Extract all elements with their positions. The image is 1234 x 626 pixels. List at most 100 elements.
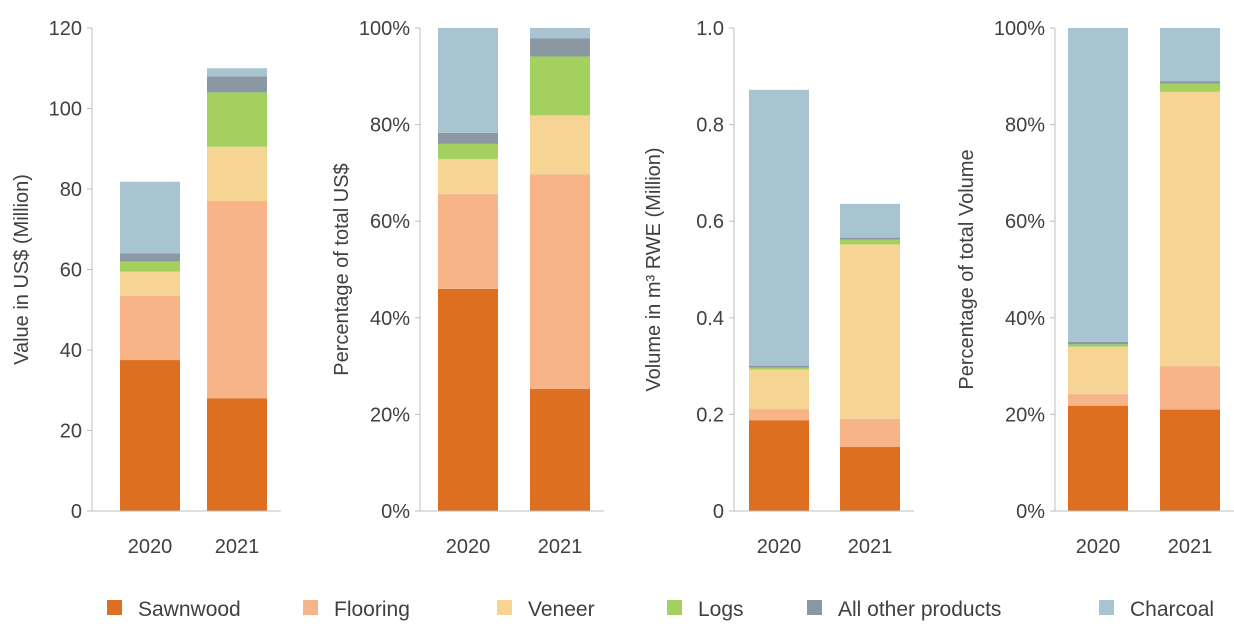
bar-segment-charcoal-2020 [749,89,809,366]
bar-segment-all-other-products-2021 [1160,81,1220,84]
bar-segment-all-other-products-2020 [438,132,498,144]
x-tick-label: 2020 [1076,536,1121,558]
legend-item-flooring: Flooring [303,598,410,621]
chart-panel-2: 0% 20% 40% 60% 80% 100% Percentage of total US… [331,18,604,558]
bar-segment-veneer-2020 [120,271,180,296]
bar-segment-veneer-2021 [207,146,267,202]
legend-label: Veneer [528,598,595,621]
legend-label: Flooring [334,598,410,621]
y-tick-label: 20% [370,404,410,426]
x-tick-label: 2020 [757,536,802,558]
bar-segment-flooring-2021 [1160,366,1220,410]
bar-segment-charcoal-2020 [1068,28,1128,342]
bar-segment-veneer-2020 [438,158,498,195]
bar-segment-logs-2020 [1068,344,1128,347]
y-axis-label: Percentage of total US$ [331,163,353,375]
y-tick-label: 100 [49,99,82,121]
chart-panel-1: 0 20 40 60 80 100 120 Value in US$ (Million) 202… [11,18,281,558]
bar-segment-veneer-2021 [530,115,590,175]
bar-segment-all-other-products-2020 [120,253,180,262]
bar-segment-logs-2021 [1160,83,1220,92]
y-tick-label: 60% [370,211,410,233]
legend-label: Charcoal [1130,598,1214,621]
bar-segment-sawnwood-2020 [1068,405,1128,511]
y-tick-label: 1.0 [696,18,724,40]
y-tick-label: 0% [1016,501,1045,523]
y-tick-label: 40% [1005,308,1045,330]
y-tick-label: 20% [1005,404,1045,426]
chart-panel-3: 0 0.2 0.4 0.6 0.8 1.0 Volume in m³ RWE (Millio… [643,18,914,558]
x-tick-label: 2021 [1168,536,1213,558]
bar-segment-sawnwood-2021 [840,446,900,511]
legend-swatch [1099,600,1114,615]
bar-segment-charcoal-2021 [840,203,900,238]
legend-swatch [667,600,682,615]
y-tick-label: 120 [49,18,82,40]
x-tick-label: 2020 [128,536,173,558]
bar-segment-logs-2021 [530,56,590,116]
bar-segment-logs-2021 [840,239,900,245]
bar-segment-flooring-2021 [840,418,900,447]
legend-swatch [303,600,318,615]
bar-segment-logs-2020 [749,367,809,370]
y-tick-label: 80% [370,115,410,137]
y-tick-label: 0.2 [696,404,724,426]
bar-segment-sawnwood-2021 [530,388,590,511]
x-tick-label: 2020 [446,536,491,558]
legend-item-all-other-products: All other products [807,598,1001,621]
chart-panel-4: 0% 20% 40% 60% 80% 100% Percentage of total Vo… [956,18,1234,558]
x-tick-label: 2021 [215,536,260,558]
legend-swatch [807,600,822,615]
bar-segment-flooring-2020 [1068,394,1128,406]
bar-segment-all-other-products-2021 [840,237,900,240]
bar-segment-charcoal-2021 [207,68,267,77]
legend-label: Sawnwood [138,598,241,621]
y-tick-label: 80 [60,179,82,201]
bar-segment-sawnwood-2020 [438,288,498,511]
y-tick-label: 60 [60,260,82,282]
y-tick-label: 0.4 [696,308,724,330]
bar-segment-sawnwood-2020 [120,360,180,511]
y-tick-label: 100% [994,18,1045,40]
x-tick-label: 2021 [848,536,893,558]
y-tick-label: 60% [1005,211,1045,233]
y-tick-label: 100% [359,18,410,40]
bar-segment-logs-2021 [207,92,267,147]
legend-item-sawnwood: Sawnwood [107,598,241,621]
bar-segment-charcoal-2021 [530,28,590,39]
legend-item-charcoal: Charcoal [1099,598,1214,621]
bar-segment-sawnwood-2021 [207,398,267,511]
legend-label: Logs [698,598,744,621]
y-tick-label: 0 [71,501,82,523]
y-axis-label: Percentage of total Volume [956,149,978,389]
bar-segment-veneer-2021 [840,244,900,419]
bar-segment-veneer-2020 [749,369,809,410]
bar-segment-flooring-2021 [530,174,590,389]
y-axis-label: Value in US$ (Million) [11,174,33,365]
bar-segment-flooring-2021 [207,201,267,399]
legend-swatch [497,600,512,615]
y-axis-label: Volume in m³ RWE (Million) [643,147,665,391]
bar-segment-flooring-2020 [438,194,498,289]
y-tick-label: 20 [60,421,82,443]
bar-segment-all-other-products-2021 [207,76,267,93]
y-tick-label: 0.6 [696,211,724,233]
legend-label: All other products [838,598,1001,621]
bar-segment-veneer-2020 [1068,346,1128,395]
legend-item-logs: Logs [667,598,744,621]
y-tick-label: 40 [60,340,82,362]
y-tick-label: 40% [370,308,410,330]
bar-segment-sawnwood-2020 [749,420,809,511]
bar-segment-logs-2020 [438,143,498,159]
bar-segment-flooring-2020 [120,295,180,361]
y-tick-label: 0.8 [696,115,724,137]
x-tick-label: 2021 [538,536,583,558]
bar-segment-all-other-products-2020 [749,365,809,368]
legend: Sawnwood Flooring Veneer Logs All other prod… [107,598,1214,621]
legend-swatch [107,600,122,615]
y-tick-label: 80% [1005,115,1045,137]
bar-segment-flooring-2020 [749,409,809,421]
bar-segment-charcoal-2020 [438,28,498,133]
bar-segment-charcoal-2020 [120,181,180,254]
